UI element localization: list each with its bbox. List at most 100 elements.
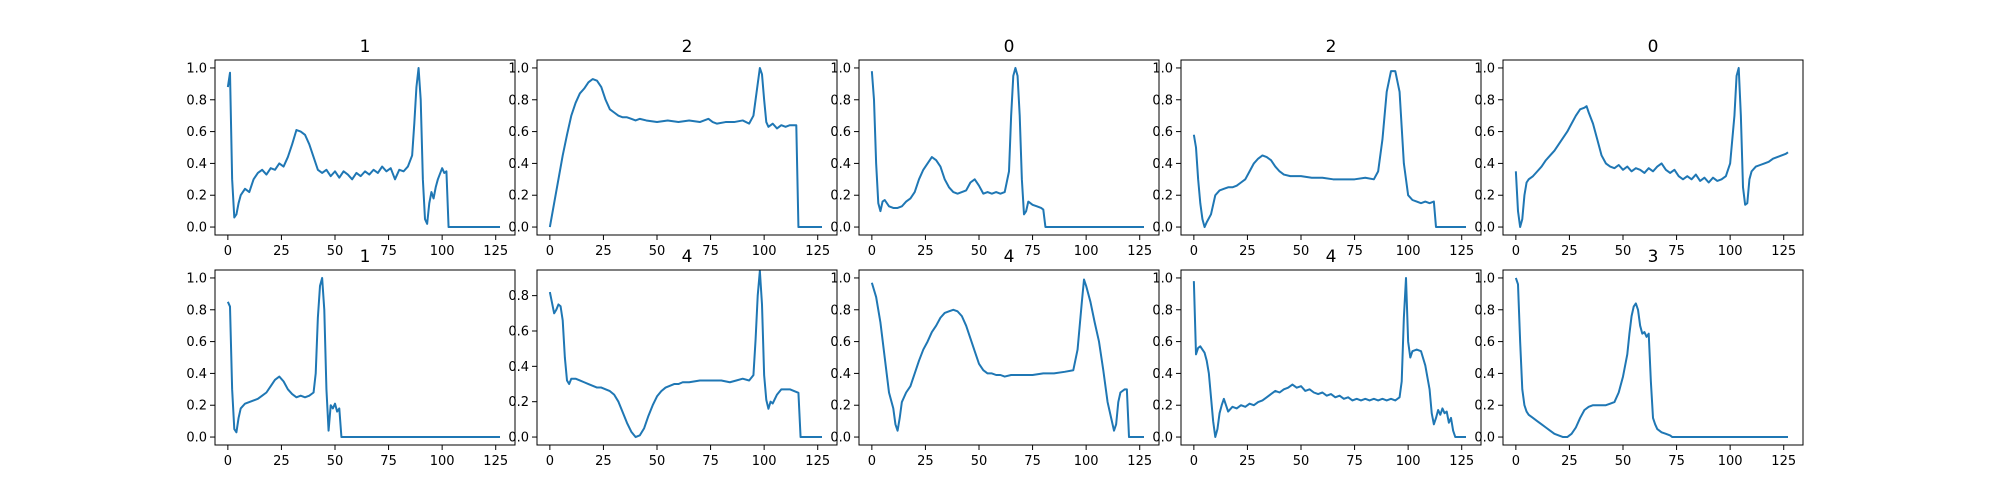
subplot-10: 3 0 25 50 75 100 125 0.0 0.2 0.4 0.6 0.8 1.0 — [1474, 247, 1804, 469]
series-line — [1514, 277, 1788, 439]
y-tick-label: 0.6 — [508, 324, 529, 339]
subplot-title: 1 — [360, 37, 371, 57]
subplot-title: 1 — [360, 247, 371, 267]
y-tick-label: 0.4 — [1474, 367, 1495, 382]
subplot-8: 4 0 25 50 75 100 125 0.0 0.2 0.4 0.6 0.8 1.0 — [830, 247, 1160, 469]
y-tick-label: 0.0 — [1474, 431, 1495, 446]
series-line — [548, 269, 822, 439]
x-tick-label: 75 — [1024, 454, 1041, 469]
y-tick-label: 0.6 — [1152, 125, 1173, 140]
x-tick-label: 50 — [1293, 244, 1310, 259]
subplot-7: 4 0 25 50 75 100 125 0.0 0.2 0.4 0.6 0.8 — [508, 247, 838, 469]
x-tick-label: 125 — [1449, 244, 1474, 259]
y-tick-label: 0.4 — [1152, 367, 1173, 382]
y-tick-label: 0.6 — [1474, 335, 1495, 350]
x-tick-label: 100 — [1074, 244, 1099, 259]
y-tick-label: 0.8 — [186, 93, 207, 108]
y-tick-label: 0.0 — [508, 431, 529, 446]
y-tick-label: 0.2 — [1152, 399, 1173, 414]
subplot-5: 0 0 25 50 75 100 125 0.0 0.2 0.4 0.6 0.8 1.0 — [1474, 37, 1804, 259]
x-tick-label: 125 — [1449, 454, 1474, 469]
x-tick-label: 25 — [1239, 454, 1256, 469]
y-tick-label: 0.0 — [830, 221, 851, 236]
axes-frame — [1180, 59, 1482, 236]
x-tick-label: 0 — [1512, 244, 1520, 259]
subplot-9: 4 0 25 50 75 100 125 0.0 0.2 0.4 0.6 0.8 1.0 — [1152, 247, 1482, 469]
y-tick-label: 0.8 — [508, 93, 529, 108]
subplot-title: 3 — [1648, 247, 1659, 267]
x-tick-label: 75 — [380, 454, 397, 469]
subplot-title: 4 — [682, 247, 693, 267]
y-tick-label: 0.8 — [1474, 303, 1495, 318]
x-tick-label: 125 — [805, 454, 830, 469]
x-tick-label: 100 — [752, 454, 777, 469]
y-tick-label: 0.6 — [186, 125, 207, 140]
x-tick-label: 25 — [917, 454, 934, 469]
x-tick-label: 125 — [805, 244, 830, 259]
subplot-2: 2 0 25 50 75 100 125 0.0 0.2 0.4 0.6 0.8 1.0 — [508, 37, 838, 259]
axes-frame — [1502, 59, 1804, 236]
x-tick-label: 50 — [971, 244, 988, 259]
x-tick-label: 25 — [1561, 454, 1578, 469]
y-tick-label: 0.2 — [508, 189, 529, 204]
series-line — [226, 276, 500, 439]
subplot-title: 4 — [1326, 247, 1337, 267]
x-tick-label: 50 — [1615, 244, 1632, 259]
y-tick-label: 0.4 — [830, 367, 851, 382]
y-tick-label: 0.4 — [1152, 157, 1173, 172]
y-tick-label: 0.0 — [508, 221, 529, 236]
x-tick-label: 100 — [1396, 454, 1421, 469]
y-tick-label: 0.6 — [1474, 125, 1495, 140]
series-line — [226, 66, 500, 229]
y-tick-label: 0.6 — [186, 335, 207, 350]
x-tick-label: 25 — [273, 244, 290, 259]
series-line — [870, 278, 1144, 439]
axes-frame — [1502, 269, 1804, 446]
x-tick-label: 0 — [1190, 454, 1198, 469]
y-tick-label: 0.4 — [186, 157, 207, 172]
y-tick-label: 0.4 — [186, 367, 207, 382]
y-tick-label: 0.8 — [1474, 93, 1495, 108]
x-tick-label: 50 — [971, 454, 988, 469]
y-tick-label: 0.0 — [1152, 221, 1173, 236]
y-tick-label: 0.2 — [186, 189, 207, 204]
series-line — [870, 66, 1144, 229]
x-tick-label: 125 — [483, 454, 508, 469]
x-tick-label: 50 — [1293, 454, 1310, 469]
subplot-title: 4 — [1004, 247, 1015, 267]
y-tick-label: 0.6 — [830, 335, 851, 350]
axes-frame — [214, 269, 516, 446]
x-tick-label: 125 — [1127, 454, 1152, 469]
x-tick-label: 100 — [752, 244, 777, 259]
x-tick-label: 0 — [546, 454, 554, 469]
y-tick-label: 1.0 — [830, 271, 851, 286]
axes-frame — [1180, 269, 1482, 446]
x-tick-label: 100 — [430, 244, 455, 259]
y-tick-label: 1.0 — [1474, 271, 1495, 286]
x-tick-label: 25 — [917, 244, 934, 259]
x-tick-label: 100 — [430, 454, 455, 469]
series-line — [1514, 66, 1789, 229]
x-tick-label: 25 — [595, 244, 612, 259]
x-tick-label: 0 — [868, 454, 876, 469]
y-tick-label: 0.8 — [1152, 303, 1173, 318]
x-tick-label: 75 — [702, 244, 719, 259]
axes-frame — [858, 269, 1160, 446]
y-tick-label: 0.4 — [1474, 157, 1495, 172]
subplot-1: 1 0 25 50 75 100 125 0.0 0.2 0.4 0.6 0.8 1.0 — [186, 37, 516, 259]
x-tick-label: 0 — [224, 454, 232, 469]
x-tick-label: 25 — [1561, 244, 1578, 259]
x-tick-label: 75 — [1024, 244, 1041, 259]
x-tick-label: 0 — [868, 244, 876, 259]
x-tick-label: 100 — [1718, 244, 1743, 259]
y-tick-label: 0.4 — [830, 157, 851, 172]
y-tick-label: 0.2 — [830, 399, 851, 414]
x-tick-label: 125 — [1127, 244, 1152, 259]
x-tick-label: 50 — [649, 244, 666, 259]
y-tick-label: 0.8 — [508, 289, 529, 304]
y-tick-label: 1.0 — [508, 61, 529, 76]
series-line — [1192, 276, 1466, 439]
subplot-title: 2 — [1326, 37, 1337, 57]
x-tick-label: 0 — [224, 244, 232, 259]
